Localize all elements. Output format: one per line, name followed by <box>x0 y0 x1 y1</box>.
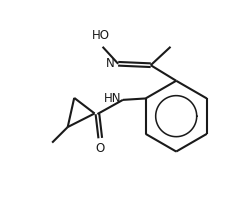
Text: HO: HO <box>92 29 110 42</box>
Text: O: O <box>96 142 105 155</box>
Text: N: N <box>106 57 115 70</box>
Text: HN: HN <box>104 92 121 105</box>
